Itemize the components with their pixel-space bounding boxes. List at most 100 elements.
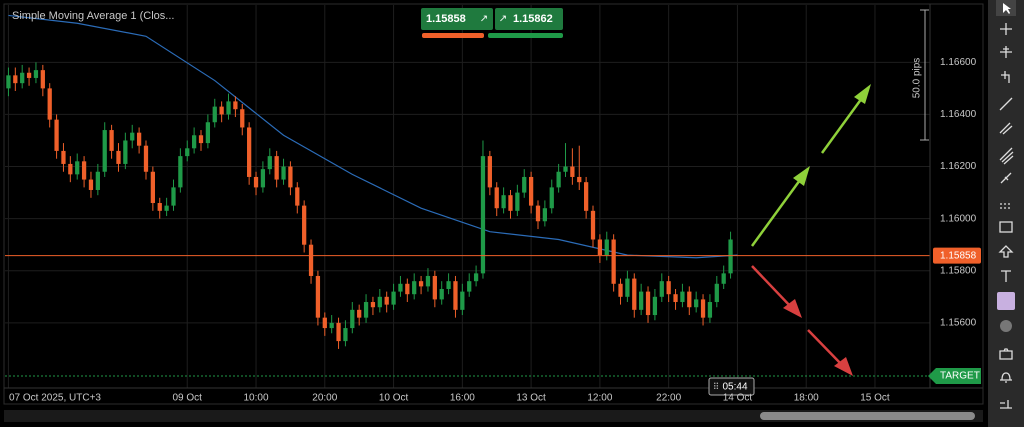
y-tick-label: 1.16600 xyxy=(940,57,977,68)
candle-body xyxy=(130,132,135,141)
red-arrow-line xyxy=(807,329,844,367)
pitchfork-icon[interactable] xyxy=(999,147,1014,165)
candle-body xyxy=(247,127,252,177)
fib-icon[interactable] xyxy=(1000,203,1012,209)
candle-body xyxy=(515,192,520,211)
opacity-icon[interactable] xyxy=(1000,320,1012,332)
candle-body xyxy=(473,273,479,282)
candle-body xyxy=(439,288,444,300)
candle-body xyxy=(549,187,554,209)
trend-icon[interactable] xyxy=(999,97,1013,111)
candle-body xyxy=(418,281,424,287)
candle-body xyxy=(315,275,321,318)
line-tool-icon[interactable] xyxy=(1001,71,1010,83)
scrollbar-thumb[interactable] xyxy=(760,412,975,420)
sell-button[interactable] xyxy=(421,8,493,30)
candle-body xyxy=(26,72,32,78)
candle-body xyxy=(205,122,211,144)
candle-body xyxy=(40,70,45,89)
toolbar xyxy=(988,0,1024,427)
toolbar-background xyxy=(988,0,1024,427)
candle-body xyxy=(47,88,52,120)
candle-body xyxy=(260,169,266,188)
candle-body xyxy=(302,205,307,245)
candle-body xyxy=(563,166,568,172)
x-tick-label: 16:00 xyxy=(450,393,475,404)
red-arrow-line xyxy=(751,265,793,309)
candle-body xyxy=(95,171,100,190)
drawing-arrows[interactable] xyxy=(750,84,871,376)
buy-price: 1.15862 xyxy=(513,13,553,25)
candle-body xyxy=(460,291,465,310)
candle-body xyxy=(652,296,658,316)
x-tick-label: 09 Oct xyxy=(173,393,203,404)
red-arrow-head xyxy=(783,299,802,318)
settings-icon[interactable] xyxy=(1000,400,1012,409)
x-tick-label: 22:00 xyxy=(656,393,681,404)
candle-body xyxy=(659,281,664,297)
buy-icon: ↗ xyxy=(499,14,507,25)
buy-button[interactable] xyxy=(495,8,563,30)
alert-icon[interactable] xyxy=(1000,372,1012,383)
color-swatch[interactable] xyxy=(997,292,1015,310)
candle-body xyxy=(632,278,637,310)
cursor-icon xyxy=(1003,3,1011,14)
candle-body xyxy=(508,195,513,211)
candle-body xyxy=(33,70,39,78)
indicator-title[interactable]: Simple Moving Average 1 (Clos... xyxy=(12,10,174,22)
candle-body xyxy=(274,156,279,180)
channel-icon[interactable] xyxy=(999,122,1013,135)
time-cursor-label: 05:44 xyxy=(722,382,747,393)
candle-body xyxy=(680,291,685,303)
pips-ruler: 50.0 pips xyxy=(912,9,929,141)
candle-body xyxy=(336,322,341,342)
candle-body xyxy=(6,75,11,89)
arrow-icon[interactable] xyxy=(998,245,1014,258)
candle-body xyxy=(556,171,561,188)
candle-body xyxy=(88,179,94,190)
candle-body xyxy=(81,161,87,180)
camera-icon[interactable] xyxy=(999,348,1013,360)
text-icon[interactable] xyxy=(1001,270,1011,282)
candle-body xyxy=(398,283,403,292)
candle-body xyxy=(363,302,369,318)
scrollbar-track xyxy=(4,410,983,422)
y-tick-label: 1.15600 xyxy=(940,318,977,329)
candle-body xyxy=(143,145,149,172)
target-label: TARGET xyxy=(940,371,980,382)
candle-body xyxy=(219,106,224,115)
candle-body xyxy=(102,130,107,172)
candle-body xyxy=(191,135,197,149)
rect-icon[interactable] xyxy=(999,221,1013,233)
candle-body xyxy=(522,176,527,193)
candle-body xyxy=(308,244,314,276)
candle-body xyxy=(453,281,458,310)
x-tick-label: 13 Oct xyxy=(516,393,546,404)
crosshair2-icon[interactable] xyxy=(1000,46,1012,58)
candle-body xyxy=(487,156,492,188)
candle-body xyxy=(597,239,603,256)
candle-body xyxy=(432,275,437,300)
candle-body xyxy=(253,176,259,188)
candle-body xyxy=(391,291,396,305)
x-tick-label: 07 Oct 2025, UTC+3 xyxy=(9,393,101,404)
buy-bar xyxy=(488,33,563,38)
candle-body xyxy=(68,163,73,175)
candle-body xyxy=(370,302,376,308)
red-arrow-head xyxy=(834,357,853,376)
candle-body xyxy=(157,203,162,211)
candle-body xyxy=(570,166,575,177)
green-arrow-head xyxy=(793,166,810,186)
candle-body xyxy=(198,135,204,144)
crosshair-icon[interactable] xyxy=(1000,23,1012,35)
candle-body xyxy=(467,281,472,292)
candle-body xyxy=(528,176,534,206)
candle-body xyxy=(281,166,286,180)
candle-body xyxy=(584,182,589,211)
brush-icon[interactable] xyxy=(1000,172,1012,184)
y-tick-label: 1.15800 xyxy=(940,265,977,276)
candle-body xyxy=(13,75,18,84)
candle-body xyxy=(226,101,231,115)
candle-body xyxy=(109,130,114,151)
